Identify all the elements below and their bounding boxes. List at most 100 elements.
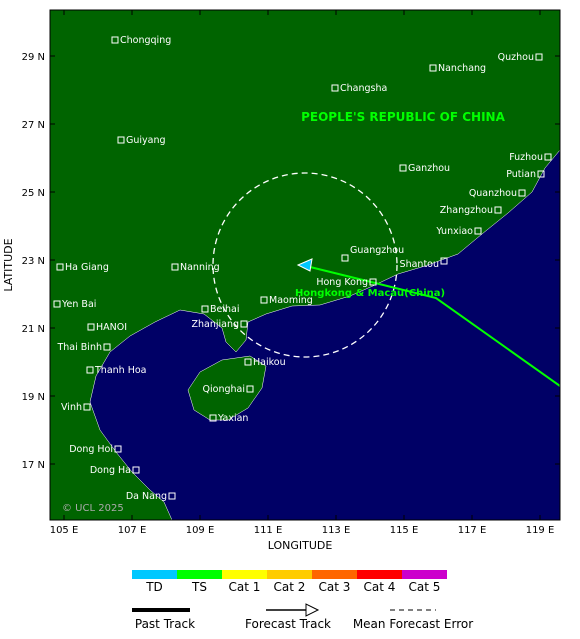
city-label: Dong Hoi bbox=[69, 444, 113, 455]
city-label: Chongqing bbox=[120, 35, 171, 46]
city-marker bbox=[429, 64, 437, 72]
y-tick-label: 25 N bbox=[22, 188, 45, 199]
map-frame bbox=[49, 9, 561, 521]
city-label: Nanning bbox=[180, 262, 220, 273]
city-marker bbox=[331, 84, 339, 92]
city-label: Maoming bbox=[269, 295, 313, 306]
intensity-swatch bbox=[357, 570, 402, 579]
x-tick-label: 115 E bbox=[390, 525, 419, 536]
y-tick-label: 27 N bbox=[22, 120, 45, 131]
city-marker bbox=[474, 227, 482, 235]
city-marker bbox=[399, 164, 407, 172]
city-marker bbox=[440, 257, 448, 265]
city-label: Beihai bbox=[210, 304, 239, 315]
city-label: Thai Binh bbox=[56, 342, 102, 353]
region-label: Hongkong & Macau(China) bbox=[295, 288, 445, 299]
country-label: PEOPLE'S REPUBLIC OF CHINA bbox=[301, 110, 505, 124]
y-tick-label: 19 N bbox=[22, 392, 45, 403]
city-marker bbox=[201, 305, 209, 313]
intensity-swatch bbox=[132, 570, 177, 579]
intensity-label: TD bbox=[145, 580, 163, 594]
city-label: Haikou bbox=[253, 357, 286, 368]
forecast-error-circle bbox=[212, 172, 398, 358]
city-label: Zhanjiang bbox=[191, 319, 239, 330]
city-label: Putian bbox=[506, 169, 536, 180]
city-marker bbox=[518, 189, 526, 197]
city-marker bbox=[83, 403, 91, 411]
x-tick-label: 105 E bbox=[50, 525, 79, 536]
intensity-label: Cat 1 bbox=[229, 580, 261, 594]
city-marker bbox=[168, 492, 176, 500]
past-track-label: Past Track bbox=[135, 617, 195, 631]
city-label: Yen Bai bbox=[61, 299, 96, 310]
city-label: Hong Kong bbox=[316, 277, 368, 288]
intensity-swatch bbox=[267, 570, 312, 579]
intensity-label: Cat 3 bbox=[319, 580, 351, 594]
x-tick-label: 111 E bbox=[254, 525, 283, 536]
city-label: Guangzhou bbox=[350, 245, 404, 256]
city-label: Shantou bbox=[400, 259, 439, 270]
y-tick-label: 29 N bbox=[22, 52, 45, 63]
intensity-swatch bbox=[177, 570, 222, 579]
city-label: HANOI bbox=[96, 322, 127, 333]
intensity-label: Cat 5 bbox=[409, 580, 441, 594]
city-label: Ha Giang bbox=[65, 262, 109, 273]
x-tick-label: 113 E bbox=[322, 525, 351, 536]
city-marker bbox=[86, 366, 94, 374]
intensity-swatch bbox=[222, 570, 267, 579]
city-label: Yaxian bbox=[217, 413, 248, 424]
error-label: Mean Forecast Error bbox=[353, 617, 473, 631]
city-marker bbox=[260, 296, 268, 304]
y-axis-label: LATITUDE bbox=[2, 238, 15, 291]
city-label: Quanzhou bbox=[469, 188, 517, 199]
x-tick-label: 119 E bbox=[526, 525, 555, 536]
city-label: Qionghai bbox=[203, 384, 245, 395]
city-marker bbox=[537, 170, 545, 178]
city-marker bbox=[87, 323, 95, 331]
city-label: Fuzhou bbox=[509, 152, 543, 163]
city-marker bbox=[171, 263, 179, 271]
city-label: Thanh Hoa bbox=[94, 365, 147, 376]
forecast-track-label: Forecast Track bbox=[245, 617, 331, 631]
city-label: Guiyang bbox=[126, 135, 166, 146]
city-marker bbox=[209, 414, 217, 422]
city-marker bbox=[544, 153, 552, 161]
x-tick-label: 117 E bbox=[458, 525, 487, 536]
forecast-arrow-sample bbox=[305, 603, 320, 617]
city-marker bbox=[535, 53, 543, 61]
intensity-label: Cat 2 bbox=[274, 580, 306, 594]
city-label: Vinh bbox=[61, 402, 82, 413]
city-marker bbox=[246, 385, 254, 393]
x-tick-label: 109 E bbox=[186, 525, 215, 536]
intensity-swatch bbox=[402, 570, 447, 579]
city-marker bbox=[132, 466, 140, 474]
intensity-label: Cat 4 bbox=[364, 580, 396, 594]
forecast-arrow bbox=[296, 258, 313, 272]
city-marker bbox=[244, 358, 252, 366]
city-marker bbox=[56, 263, 64, 271]
track bbox=[301, 264, 561, 387]
city-marker bbox=[114, 445, 122, 453]
city-marker bbox=[103, 343, 111, 351]
city-label: Nanchang bbox=[438, 63, 486, 74]
hainan bbox=[187, 355, 267, 421]
city-marker bbox=[240, 320, 248, 328]
y-tick-label: 21 N bbox=[22, 324, 45, 335]
intensity-swatch bbox=[312, 570, 357, 579]
copyright: © UCL 2025 bbox=[62, 503, 124, 514]
city-marker bbox=[117, 136, 125, 144]
x-tick-label: 107 E bbox=[118, 525, 147, 536]
city-label: Ganzhou bbox=[408, 163, 450, 174]
city-marker bbox=[369, 278, 377, 286]
x-axis-label: LONGITUDE bbox=[268, 539, 333, 552]
city-label: Changsha bbox=[340, 83, 387, 94]
y-tick-label: 17 N bbox=[22, 460, 45, 471]
city-label: Da Nang bbox=[126, 491, 167, 502]
y-tick-label: 23 N bbox=[22, 256, 45, 267]
intensity-label: TS bbox=[191, 580, 207, 594]
city-label: Quzhou bbox=[498, 52, 534, 63]
city-marker bbox=[53, 300, 61, 308]
city-marker bbox=[341, 254, 349, 262]
city-marker bbox=[111, 36, 119, 44]
